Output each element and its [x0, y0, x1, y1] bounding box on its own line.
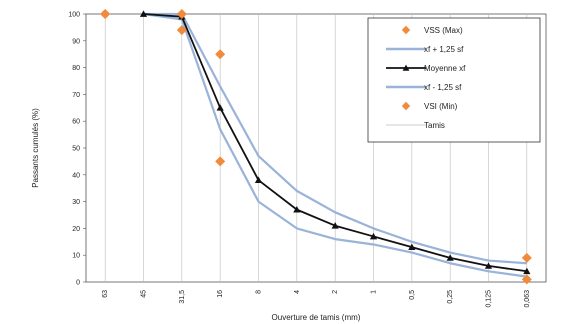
x-tick-label: 0,25 — [447, 290, 454, 304]
y-tick-label: 60 — [72, 119, 80, 126]
y-tick-label: 70 — [72, 92, 80, 99]
x-axis-ticks: 63 45 31,5 16 8 4 2 1 0,5 0,25 0,125 0,063 — [102, 290, 531, 308]
y-tick-label: 90 — [72, 38, 80, 45]
y-tick-label: 0 — [76, 280, 80, 287]
legend-label: xf + 1,25 sf — [424, 45, 464, 54]
y-tick-label: 100 — [68, 12, 80, 19]
y-axis-title: Passants cumulés (%) — [31, 108, 40, 188]
y-tick-label: 40 — [72, 172, 80, 179]
x-tick-label: 0,5 — [409, 290, 416, 300]
x-tick-label: 63 — [102, 290, 109, 298]
legend: VSS (Max) xf + 1,25 sf Moyenne xf xf - 1,25… — [368, 18, 540, 142]
y-axis-ticks: 0 10 20 30 40 50 60 70 80 90 100 — [68, 12, 86, 287]
x-tick-label: 45 — [141, 290, 148, 298]
x-axis-title: Ouverture de tamis (mm) — [272, 313, 361, 322]
x-tick-label: 1 — [371, 290, 378, 294]
y-tick-label: 30 — [72, 199, 80, 206]
y-tick-label: 20 — [72, 226, 80, 233]
x-tick-label: 16 — [217, 290, 224, 298]
x-tick-label: 8 — [256, 290, 263, 294]
legend-box — [368, 18, 540, 142]
y-tick-label: 10 — [72, 253, 80, 260]
legend-label: VSI (Min) — [424, 102, 458, 111]
legend-label: Tamis — [424, 121, 445, 130]
x-tick-label: 31,5 — [179, 290, 186, 304]
x-tick-label: 0,125 — [486, 290, 493, 308]
legend-label: Moyenne xf — [424, 64, 466, 73]
legend-label: xf - 1,25 sf — [424, 83, 462, 92]
x-tick-label: 4 — [294, 290, 301, 294]
y-tick-label: 50 — [72, 146, 80, 153]
x-tick-label: 2 — [332, 290, 339, 294]
y-tick-label: 80 — [72, 65, 80, 72]
x-tick-label: 0,063 — [524, 290, 531, 308]
legend-label: VSS (Max) — [424, 26, 463, 35]
